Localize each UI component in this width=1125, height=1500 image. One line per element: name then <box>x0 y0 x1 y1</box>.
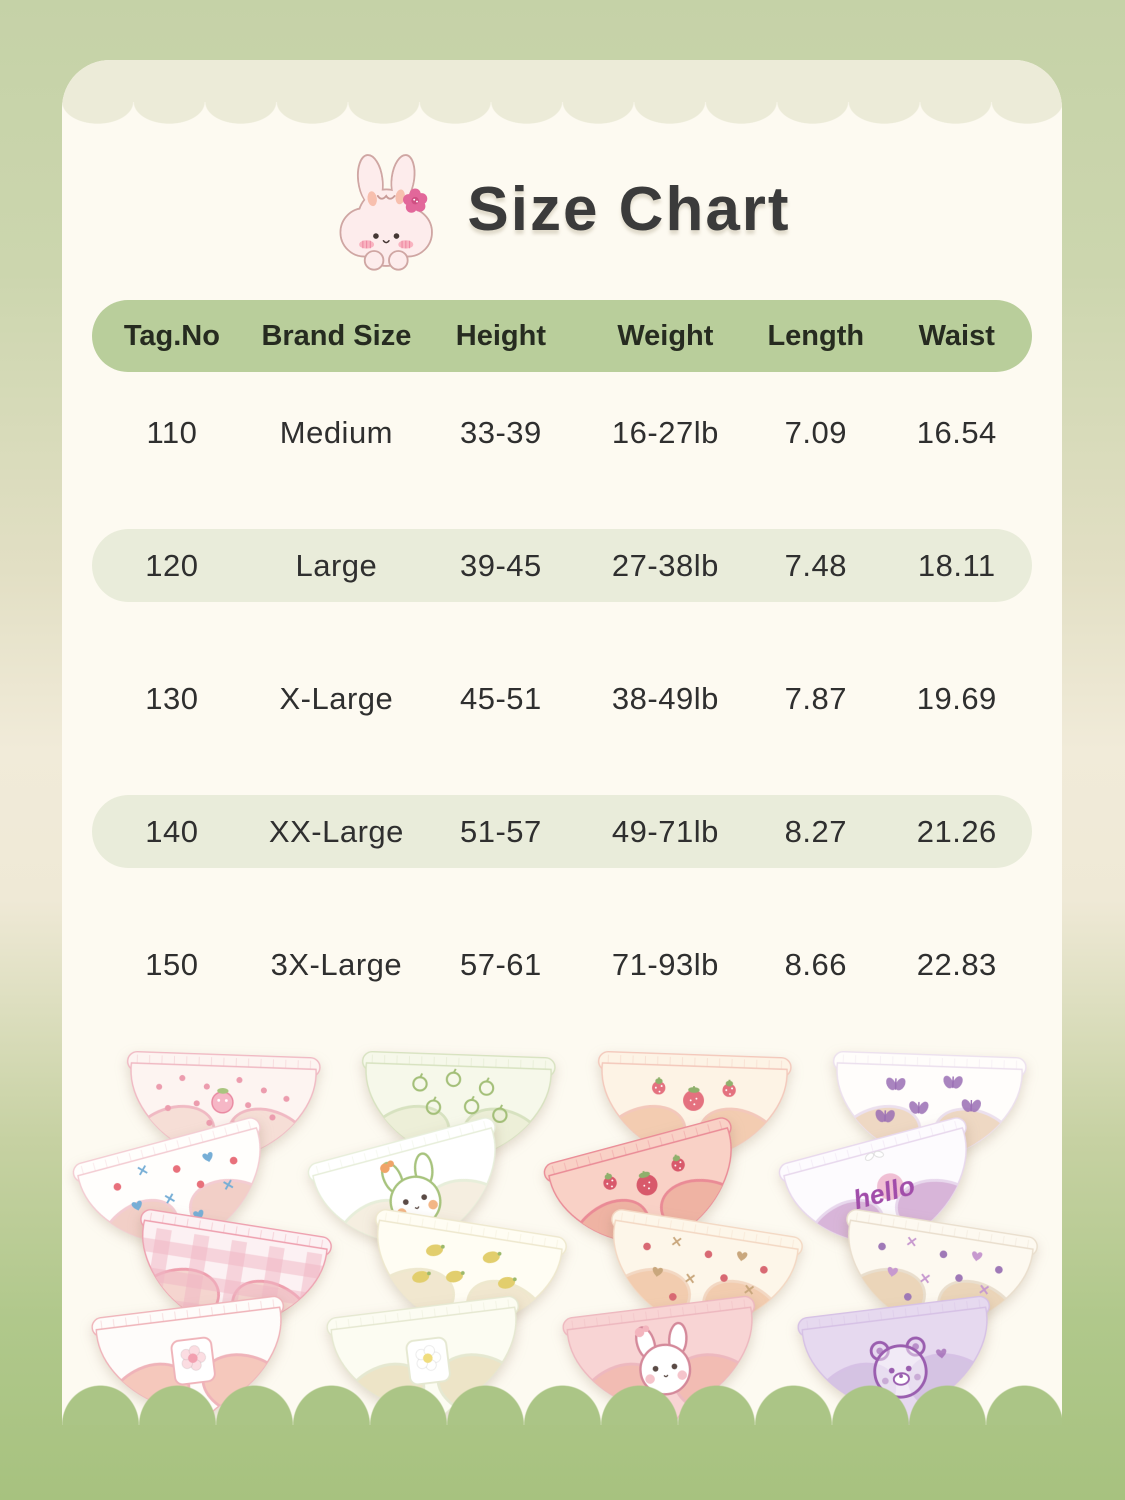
scallop-bottom-decoration <box>62 1385 1062 1425</box>
cell-120-height: 39-45 <box>459 547 542 583</box>
cell-150-brand-size: 3X-Large <box>270 946 403 982</box>
table-row-150: 150 3X-Large 57-61 71-93lb 8.66 22.83 <box>92 928 1032 1001</box>
column-header-height: Height <box>455 319 546 352</box>
column-header-length: Length <box>767 319 865 352</box>
table-header-row: Tag.No Brand Size Height Weight Length Waist <box>92 300 1032 372</box>
cell-130-length: 7.87 <box>784 680 847 716</box>
cell-150-waist: 22.83 <box>916 946 997 982</box>
cell-140-tag-no: 140 <box>145 813 199 849</box>
flower-icon <box>403 188 428 213</box>
cell-110-tag-no: 110 <box>146 414 198 450</box>
cell-120-brand-size: Large <box>295 547 378 583</box>
table-row-140: 140 XX-Large 51-57 49-71lb 8.27 21.26 <box>92 795 1032 868</box>
cell-140-waist: 21.26 <box>916 813 997 849</box>
cell-120-waist: 18.11 <box>917 547 996 583</box>
cell-110-waist: 16.54 <box>916 414 997 450</box>
page-title: Size Chart <box>467 174 791 244</box>
blush-cheeks <box>359 240 414 249</box>
cell-140-height: 51-57 <box>459 813 542 849</box>
cell-140-length: 8.27 <box>784 813 847 849</box>
cell-130-waist: 19.69 <box>916 680 997 716</box>
table-body: 110 Medium 33-39 16-27lb 7.09 16.54 120 Large 39… <box>92 396 1032 1001</box>
column-header-waist: Waist <box>918 319 995 352</box>
cell-130-height: 45-51 <box>459 680 542 716</box>
cell-150-length: 8.66 <box>784 946 847 982</box>
table-row-120: 120 Large 39-45 27-38lb 7.48 18.11 <box>92 529 1032 602</box>
product-photo-peach-briefs-stack <box>543 1049 803 1425</box>
cell-110-weight: 16-27lb <box>611 414 719 450</box>
inner-ear-left <box>367 191 378 207</box>
title-row: Size Chart <box>62 146 1062 272</box>
bunny-icon <box>339 154 434 271</box>
cell-120-length: 7.48 <box>784 547 847 583</box>
cell-150-height: 57-61 <box>459 946 542 982</box>
scallop-top-decoration <box>62 60 1062 124</box>
column-header-weight: Weight <box>617 319 714 352</box>
table-row-110: 110 Medium 33-39 16-27lb 7.09 16.54 <box>92 396 1032 469</box>
product-photo-green-briefs-stack <box>308 1049 568 1425</box>
inner-ear-right <box>395 189 406 205</box>
cell-110-length: 7.09 <box>784 414 847 450</box>
cell-110-brand-size: Medium <box>279 414 394 450</box>
cell-120-weight: 27-38lb <box>611 547 719 583</box>
table-row-130: 130 X-Large 45-51 38-49lb 7.87 19.69 <box>92 662 1032 735</box>
column-header-tag-no: Tag.No <box>123 319 220 352</box>
size-chart-card: Size Chart Tag.No Brand Size Height Weight L… <box>62 60 1062 1425</box>
product-photo-purple-briefs-stack: hello <box>778 1049 1038 1425</box>
cell-150-weight: 71-93lb <box>611 946 719 982</box>
cell-140-brand-size: XX-Large <box>268 813 404 849</box>
cell-140-weight: 49-71lb <box>611 813 719 849</box>
size-table: Tag.No Brand Size Height Weight Length Waist … <box>92 300 1032 1001</box>
cell-130-weight: 38-49lb <box>611 680 719 716</box>
product-photo-pink-briefs-stack <box>72 1049 332 1425</box>
cell-120-tag-no: 120 <box>145 547 199 583</box>
product-photos-row: hello <box>72 1049 1038 1425</box>
column-header-brand-size: Brand Size <box>261 319 412 352</box>
cell-130-tag-no: 130 <box>145 680 199 716</box>
cell-150-tag-no: 150 <box>145 946 199 982</box>
cell-130-brand-size: X-Large <box>279 680 394 716</box>
cell-110-height: 33-39 <box>459 414 542 450</box>
